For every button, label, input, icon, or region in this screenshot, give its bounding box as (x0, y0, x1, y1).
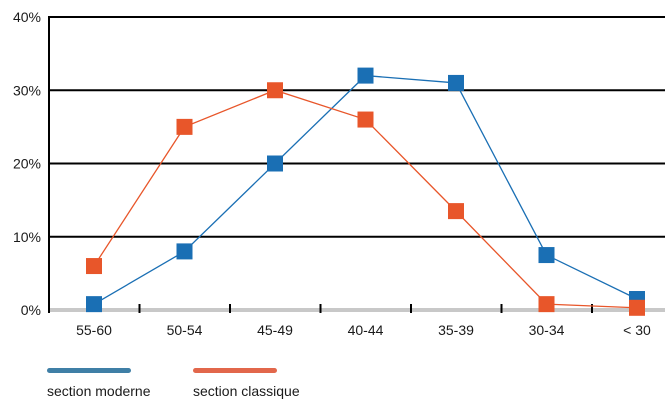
data-point (538, 247, 555, 264)
y-tick-label: 20% (13, 156, 41, 172)
data-point (357, 111, 374, 128)
data-point (538, 296, 555, 313)
y-tick-label: 10% (13, 229, 41, 245)
data-point (357, 67, 374, 84)
legend-swatch-moderne (47, 368, 131, 373)
axes (48, 16, 665, 313)
gridlines (49, 16, 665, 238)
data-point (86, 296, 102, 313)
legend-label-moderne: section moderne (47, 383, 151, 399)
y-tick-label: 0% (21, 302, 41, 318)
data-point (267, 82, 283, 99)
data-point (448, 203, 464, 220)
x-tick-label: 40-44 (348, 322, 384, 338)
y-tick-label: 30% (13, 82, 41, 98)
x-tick-label: 45-49 (257, 322, 293, 338)
data-point (267, 155, 283, 172)
x-tick-label: 35-39 (438, 322, 474, 338)
x-axis-ticks: 55-60 50-54 45-49 40-44 35-39 30-34 < 30 (76, 304, 651, 338)
legend-item-moderne: section moderne (47, 368, 151, 399)
data-point (448, 74, 464, 91)
legend-item-classique: section classique (193, 368, 300, 399)
data-point (176, 243, 193, 260)
series-group (86, 67, 645, 316)
data-point (86, 258, 102, 275)
x-tick-label: 50-54 (167, 322, 203, 338)
x-tick-label: 55-60 (76, 322, 112, 338)
y-axis-ticks: 0% 10% 20% 30% 40% (13, 9, 41, 318)
series-line (93, 74, 638, 305)
legend-swatch-classique (193, 368, 277, 373)
y-tick-label: 40% (13, 9, 41, 25)
x-tick-label: 30-34 (529, 322, 565, 338)
x-tick-label: < 30 (623, 322, 651, 338)
data-point (176, 118, 193, 135)
data-point (629, 299, 645, 316)
legend-label-classique: section classique (193, 383, 300, 399)
